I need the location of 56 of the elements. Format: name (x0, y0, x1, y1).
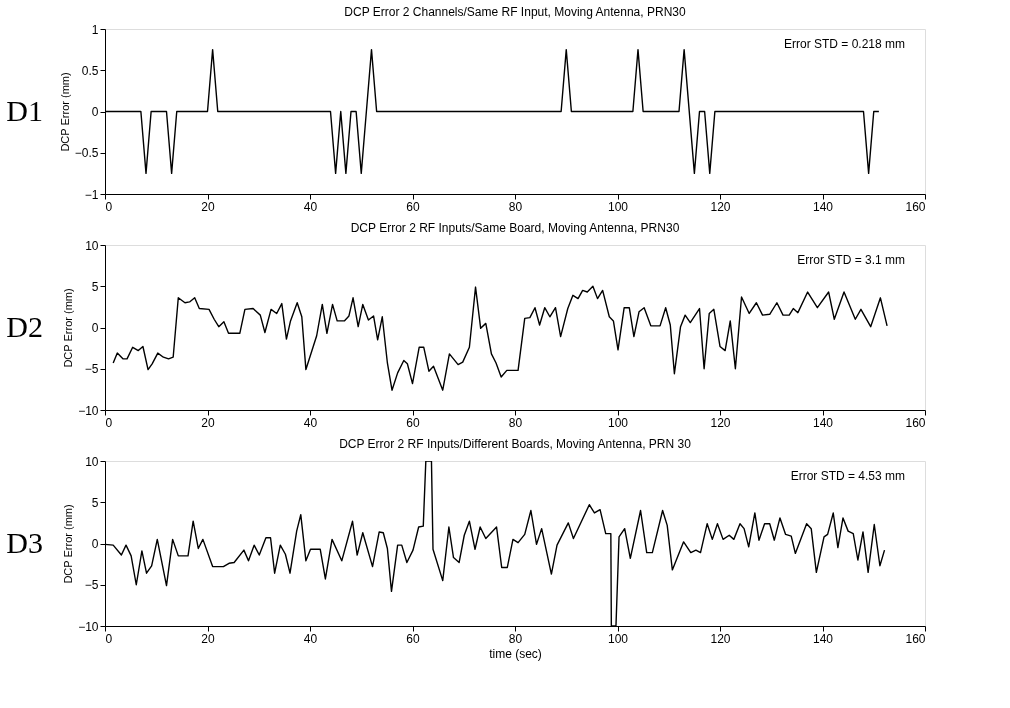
x-tick-label: 140 (812, 415, 834, 430)
x-tick-label: 80 (508, 199, 523, 214)
x-tick-label: 60 (406, 631, 420, 646)
y-tick-label: −10 (78, 403, 99, 418)
x-tick-label: 120 (710, 415, 731, 430)
x-tick-label: 120 (710, 199, 731, 214)
y-tick-label: −10 (78, 619, 99, 634)
x-tick-label: 100 (607, 631, 629, 646)
x-tick-label: 20 (201, 415, 215, 430)
x-tick-label: 40 (303, 631, 318, 646)
x-tick-label: 140 (812, 199, 834, 214)
chart-title: DCP Error 2 RF Inputs/Same Board, Moving Antenna, PRN30 (350, 221, 680, 235)
chart-title: DCP Error 2 Channels/Same RF Input, Moving Antenna, PRN30 (344, 5, 686, 19)
y-tick-label: −0.5 (74, 146, 99, 161)
x-tick-label: 160 (905, 631, 926, 646)
x-tick-label: 40 (303, 199, 318, 214)
x-tick-label: 60 (406, 415, 420, 430)
x-tick-label: 80 (508, 415, 523, 430)
y-axis-title: DCP Error (mm) (62, 504, 75, 584)
annotation: Error STD = 0.218 mm (783, 37, 905, 51)
chart-title: DCP Error 2 RF Inputs/Different Boards, Moving Antenna, PRN 30 (339, 437, 692, 451)
text: D3 (6, 525, 43, 559)
y-tick-label: −5 (84, 362, 99, 377)
x-tick-label: 140 (812, 631, 834, 646)
x-tick-label: 0 (105, 415, 113, 430)
x-tick-label: 160 (905, 199, 926, 214)
text: D1 (6, 93, 43, 127)
y-tick-label: 0.5 (81, 63, 99, 78)
x-tick-label: 20 (201, 199, 215, 214)
y-tick-label: 10 (85, 454, 99, 469)
x-tick-label: 0 (105, 631, 113, 646)
y-tick-label: 1 (91, 22, 99, 37)
y-axis-title: DCP Error (mm) (58, 72, 71, 152)
y-tick-label: 10 (85, 238, 99, 253)
annotation: Error STD = 3.1 mm (797, 253, 905, 267)
text: D2 (6, 309, 43, 343)
y-tick-label: 5 (91, 495, 99, 510)
x-tick-label: 20 (201, 631, 215, 646)
y-axis-title: DCP Error (mm) (62, 288, 75, 368)
x-tick-label: 100 (607, 415, 629, 430)
y-tick-label: 0 (91, 321, 99, 335)
x-tick-label: 60 (406, 199, 420, 214)
x-tick-label: 0 (105, 199, 113, 214)
x-tick-label: 160 (905, 415, 926, 430)
y-tick-label: −1 (84, 187, 99, 202)
y-tick-label: 0 (91, 105, 99, 119)
line-series (112, 285, 888, 391)
x-tick-label: 80 (508, 631, 523, 646)
y-tick-label: 0 (91, 537, 99, 551)
x-axis-title: time (sec) (489, 646, 542, 661)
y-tick-label: −5 (84, 578, 99, 593)
y-tick-label: 5 (91, 279, 99, 294)
annotation: Error STD = 4.53 mm (790, 469, 905, 483)
x-tick-label: 40 (303, 415, 318, 430)
x-tick-label: 100 (607, 199, 629, 214)
x-tick-label: 120 (710, 631, 731, 646)
